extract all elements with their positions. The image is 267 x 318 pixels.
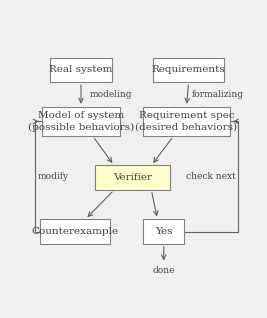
Text: Yes: Yes [155, 227, 172, 236]
FancyBboxPatch shape [50, 58, 112, 82]
FancyBboxPatch shape [42, 107, 120, 136]
FancyBboxPatch shape [40, 219, 110, 244]
Text: Counterexample: Counterexample [31, 227, 118, 236]
Text: Real system: Real system [49, 66, 113, 74]
Text: check next: check next [186, 172, 236, 181]
Text: Model of system
(possible behaviors): Model of system (possible behaviors) [28, 111, 134, 132]
Text: Requirement spec
(desired behaviors): Requirement spec (desired behaviors) [135, 111, 238, 131]
Text: formalizing: formalizing [192, 90, 244, 99]
FancyBboxPatch shape [143, 219, 184, 244]
Text: modify: modify [37, 172, 69, 181]
FancyBboxPatch shape [143, 107, 230, 136]
FancyBboxPatch shape [153, 58, 224, 82]
Text: Verifier: Verifier [113, 173, 152, 182]
Text: modeling: modeling [89, 90, 132, 99]
Text: done: done [152, 266, 175, 275]
FancyBboxPatch shape [96, 165, 170, 190]
Text: Requirements: Requirements [152, 66, 225, 74]
